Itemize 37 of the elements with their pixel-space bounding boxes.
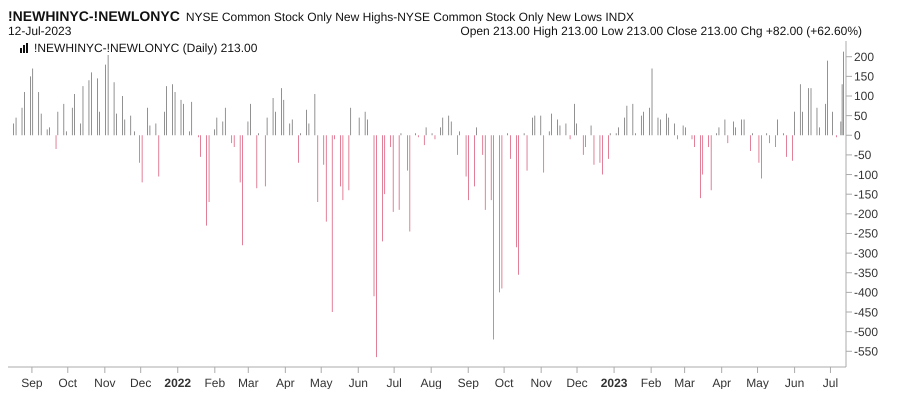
- y-tick-label: -200: [854, 207, 878, 222]
- y-tick-label: 150: [854, 70, 874, 84]
- y-tick-label: 50: [854, 108, 868, 123]
- annotation: !NEWHINYC-!NEWLONYC (Daily) 213.00: [34, 41, 258, 55]
- x-tick-label: Jul: [822, 376, 838, 390]
- x-tick-label: 2022: [164, 376, 192, 390]
- chart-title: !NEWHINYC-!NEWLONYC: [8, 8, 180, 24]
- y-tick-label: 200: [854, 50, 874, 64]
- text: 12-Jul-2023: [8, 24, 72, 39]
- x-tick-label: Nov: [530, 376, 552, 390]
- y-tick-label: 100: [854, 89, 874, 104]
- x-tick-label: Jul: [386, 376, 402, 390]
- y-tick-label: 0: [854, 128, 861, 143]
- chart-subtitle: NYSE Common Stock Only New Highs-NYSE Common Stock Only New Lows INDX: [186, 10, 634, 24]
- y-tick-label: -50: [854, 148, 872, 162]
- y-tick-label: -250: [854, 226, 878, 241]
- x-tick-label: Mar: [674, 376, 695, 390]
- y-tick-label: -450: [854, 305, 878, 320]
- x-tick-label: Nov: [94, 376, 116, 390]
- x-tick-label: Dec: [130, 376, 152, 390]
- x-tick-label: Oct: [58, 376, 78, 390]
- x-tick-label: Mar: [238, 376, 259, 390]
- x-tick-label: 2023: [600, 376, 628, 390]
- y-tick-label: -400: [854, 286, 878, 300]
- x-tick-label: Oct: [494, 376, 514, 390]
- y-tick-label: -550: [854, 344, 878, 359]
- x-tick-label: Feb: [640, 376, 662, 390]
- y-tick-label: -500: [854, 324, 878, 339]
- text: Open 213.00 High 213.00 Low 213.00 Close 213.00 Chg +82.00 (+62.60%): [460, 24, 862, 39]
- x-tick-label: Feb: [204, 376, 226, 390]
- y-tick-label: -100: [854, 168, 878, 182]
- x-tick-label: Jun: [348, 376, 368, 390]
- y-tick-label: -350: [854, 266, 878, 280]
- x-tick-label: Jun: [784, 376, 804, 390]
- y-tick-label: -300: [854, 246, 878, 260]
- x-tick-label: Dec: [566, 376, 588, 390]
- y-tick-label: -150: [854, 187, 878, 202]
